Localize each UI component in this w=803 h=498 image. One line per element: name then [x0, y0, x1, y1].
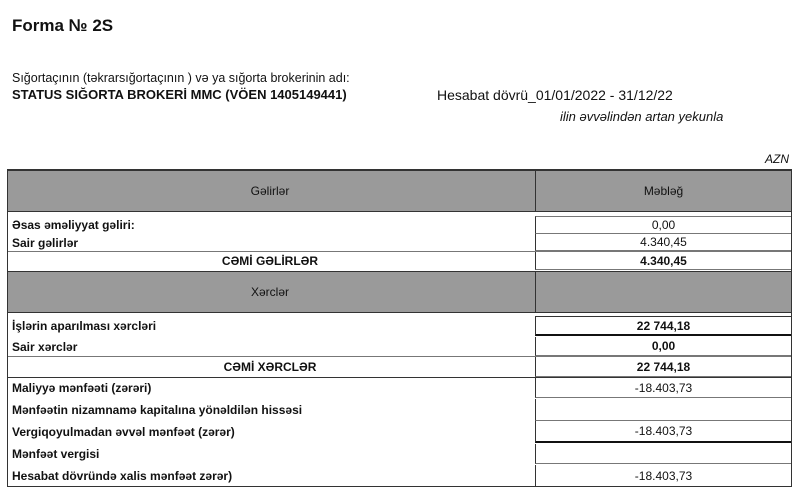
row-label: Əsas əməliyyat gəliri:: [12, 218, 135, 232]
income-header: Gəlirlər: [250, 184, 290, 198]
row-label: CƏMİ GƏLİRLƏR: [221, 254, 319, 268]
form-title: Forma № 2S: [12, 16, 114, 35]
row-value: -18.403,73: [535, 378, 791, 398]
table-row: Hesabat dövründə xalis mənfəət zərər) -1…: [8, 465, 791, 487]
table-row: Vergiqoyulmadan əvvəl mənfəət (zərər) -1…: [8, 421, 791, 443]
row-value: [535, 399, 791, 421]
expenses-header-row: Xərclər: [8, 271, 791, 313]
table-row: Mənfəət vergisi: [8, 444, 791, 464]
table-row: Əsas əməliyyat gəliri: 0,00: [8, 216, 791, 234]
row-value: 0,00: [535, 337, 791, 356]
table-row: Sair gəlirlər 4.340,45: [8, 234, 791, 251]
row-value: -18.403,73: [535, 465, 791, 487]
table-row: Mənfəətin nizamnamə kapitalına yönəldilə…: [8, 399, 791, 421]
table-row: Sair xərclər 0,00: [8, 337, 791, 356]
row-label: Hesabat dövründə xalis mənfəət zərər): [12, 469, 233, 483]
row-value: 0,00: [535, 216, 791, 234]
cumulative-note: ilin əvvəlindən artan yekunla: [560, 109, 724, 124]
row-label: CƏMİ XƏRCLƏR: [223, 360, 317, 374]
company-name: STATUS SIĞORTA BROKERİ MMC (VÖEN 1405149…: [12, 87, 347, 102]
row-label: Mənfəətin nizamnamə kapitalına yönəldilə…: [12, 403, 303, 417]
table-row: İşlərin aparılması xərcləri 22 744,18: [8, 316, 791, 336]
amount-header: Məbləğ: [535, 171, 791, 211]
row-label: İşlərin aparılması xərcləri: [12, 319, 157, 333]
row-label: Sair gəlirlər: [12, 235, 79, 250]
row-value: -18.403,73: [535, 421, 791, 443]
row-label: Sair xərclər: [12, 339, 78, 354]
reporting-period: Hesabat dövrü_01/01/2022 - 31/12/22: [437, 87, 673, 103]
row-value: 4.340,45: [535, 234, 791, 251]
table-row-total: CƏMİ GƏLİRLƏR 4.340,45: [8, 251, 791, 270]
insurer-name-label: Sığortaçının (təkrarsığortaçının ) və ya…: [12, 71, 350, 85]
row-value: 22 744,18: [535, 357, 791, 377]
currency-label: AZN: [765, 152, 789, 166]
row-label: Maliyyə mənfəəti (zərəri): [12, 381, 152, 395]
row-label: Vergiqoyulmadan əvvəl mənfəət (zərər): [12, 425, 235, 439]
table-row-total: CƏMİ XƏRCLƏR 22 744,18: [8, 356, 791, 378]
row-value: [535, 444, 791, 464]
table-row: Maliyyə mənfəəti (zərəri) -18.403,73: [8, 378, 791, 398]
table-header-row: Gəlirlər Məbləğ: [8, 171, 791, 212]
row-label: Mənfəət vergisi: [12, 447, 100, 461]
income-statement-table: Gəlirlər Məbləğ Əsas əməliyyat gəliri: 0…: [7, 169, 792, 487]
row-value: 4.340,45: [535, 252, 791, 270]
expenses-header: Xərclər: [250, 285, 289, 299]
row-value: 22 744,18: [535, 316, 791, 336]
row-value: [535, 272, 791, 312]
